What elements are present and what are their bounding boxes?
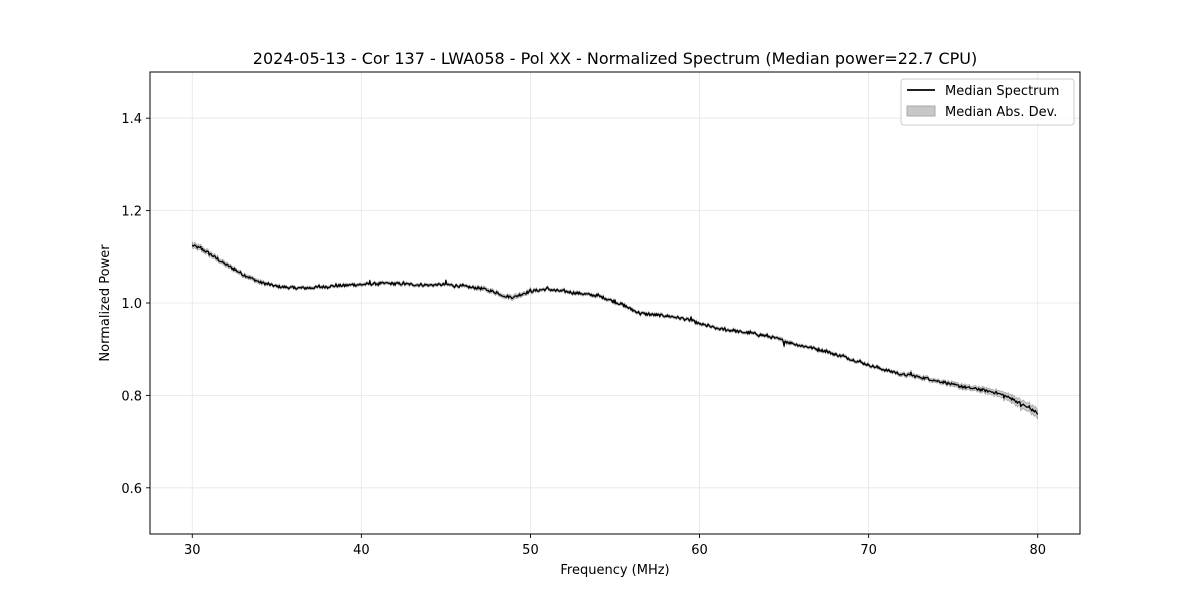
x-tick-label: 70: [860, 543, 877, 558]
y-tick-label: 1.2: [121, 205, 142, 220]
y-tick-label: 1.4: [121, 112, 142, 127]
legend-box: [900, 78, 1075, 126]
median-abs-dev-band: [191, 241, 1039, 420]
x-axis-label: Frequency (MHz): [560, 563, 669, 578]
x-tick-label: 30: [184, 543, 201, 558]
x-tick-label: 50: [522, 543, 539, 558]
legend: Median Spectrum Median Abs. Dev.: [900, 78, 1075, 126]
x-tick-label: 80: [1029, 543, 1046, 558]
y-tick-label: 0.6: [121, 482, 142, 497]
chart-title: 2024-05-13 - Cor 137 - LWA058 - Pol XX -…: [253, 49, 977, 68]
legend-label-median-spectrum: Median Spectrum: [945, 84, 1059, 99]
plot-area: [191, 241, 1039, 420]
y-axis-label: Normalized Power: [98, 244, 113, 362]
y-tick-label: 0.8: [121, 389, 142, 404]
y-tick-label: 1.0: [121, 297, 142, 312]
legend-label-median-abs-dev: Median Abs. Dev.: [945, 105, 1057, 120]
x-tick-label: 60: [691, 543, 708, 558]
x-axis: 30 40 50 60 70 80: [184, 534, 1046, 558]
median-spectrum-line: [191, 244, 1039, 415]
y-axis: 0.6 0.8 1.0 1.2 1.4: [121, 112, 150, 497]
x-tick-label: 40: [353, 543, 370, 558]
legend-patch-swatch: [906, 105, 936, 117]
